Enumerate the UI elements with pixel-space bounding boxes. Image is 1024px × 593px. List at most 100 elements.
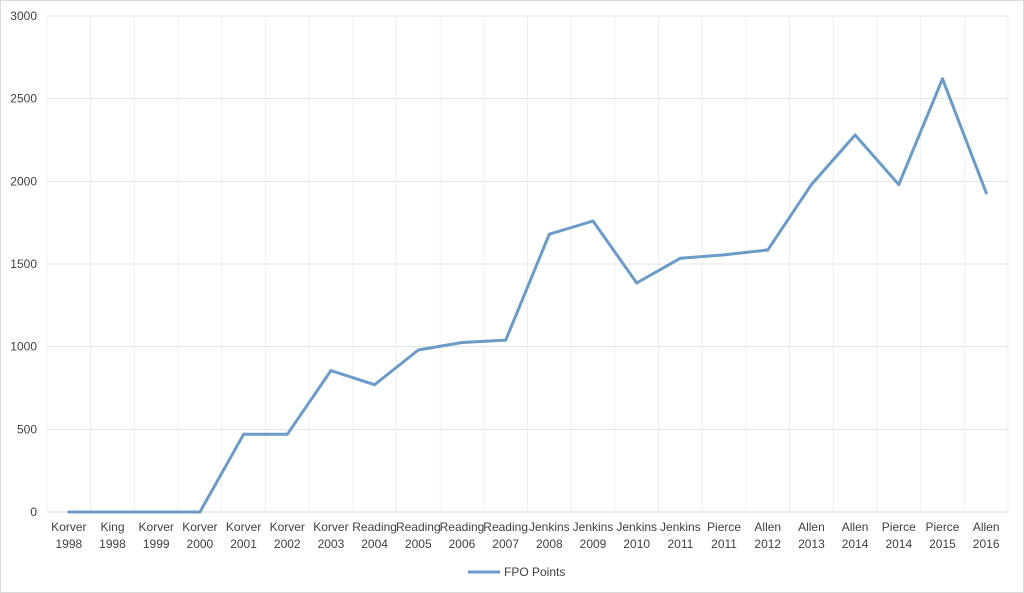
data-point — [416, 348, 420, 352]
y-tick-label: 2500 — [10, 92, 37, 106]
data-point — [285, 432, 289, 436]
y-tick-label: 2000 — [10, 174, 37, 188]
x-tick-label: Jenkins 2011 — [660, 520, 701, 551]
x-tick-label: Pierce 2014 — [882, 520, 916, 551]
x-tick-year: 2008 — [536, 537, 563, 551]
x-tick-year: 2009 — [580, 537, 607, 551]
x-tick-name: Reading — [483, 520, 528, 534]
x-tick-label: Korver 2001 — [226, 520, 261, 551]
x-tick-name: Pierce — [882, 520, 916, 534]
x-tick-label: Reading 2006 — [440, 520, 485, 551]
x-tick-year: 2013 — [798, 537, 825, 551]
legend-label-fpo-points: FPO Points — [504, 565, 565, 579]
x-tick-label: Allen 2012 — [754, 520, 781, 551]
x-tick-year: 2004 — [361, 537, 388, 551]
x-tick-year: 1998 — [99, 537, 126, 551]
x-tick-label: Jenkins 2010 — [616, 520, 657, 551]
x-tick-label: Reading 2007 — [483, 520, 528, 551]
x-tick-name: Reading — [396, 520, 441, 534]
y-tick-label: 500 — [17, 422, 37, 436]
y-tick-label: 1000 — [10, 340, 37, 354]
x-tick-name: Allen — [798, 520, 825, 534]
data-point — [678, 256, 682, 260]
x-tick-label: Jenkins 2009 — [573, 520, 614, 551]
x-tick-label: Allen 2013 — [798, 520, 825, 551]
data-point — [373, 383, 377, 387]
series-layer — [67, 77, 988, 514]
x-tick-name: Korver — [270, 520, 305, 534]
data-point — [853, 133, 857, 137]
data-point — [67, 510, 71, 514]
data-point — [809, 183, 813, 187]
legend: FPO Points — [468, 565, 565, 579]
x-tick-year: 2003 — [318, 537, 345, 551]
data-point — [504, 338, 508, 342]
x-tick-label: Jenkins 2008 — [529, 520, 570, 551]
x-tick-label: Allen 2016 — [973, 520, 1000, 551]
data-point — [635, 281, 639, 285]
gridlines — [46, 15, 1009, 513]
x-tick-name: Jenkins — [573, 520, 614, 534]
x-tick-name: Jenkins — [660, 520, 701, 534]
x-tick-year: 2005 — [405, 537, 432, 551]
x-tick-year: 2016 — [973, 537, 1000, 551]
data-point — [591, 219, 595, 223]
data-point — [242, 432, 246, 436]
x-tick-year: 1998 — [55, 537, 82, 551]
y-tick-label: 3000 — [10, 9, 37, 23]
x-tick-name: Korver — [182, 520, 217, 534]
data-point — [722, 253, 726, 257]
x-tick-name: Korver — [313, 520, 348, 534]
x-tick-year: 2011 — [667, 537, 693, 551]
x-tick-year: 2002 — [274, 537, 301, 551]
x-tick-name: King — [101, 520, 125, 534]
x-tick-name: Korver — [139, 520, 174, 534]
x-tick-year: 2006 — [449, 537, 476, 551]
x-tick-year: 2014 — [842, 537, 869, 551]
data-point — [766, 248, 770, 252]
x-tick-name: Korver — [51, 520, 86, 534]
x-tick-label: Korver 2003 — [313, 520, 348, 551]
x-tick-year: 2015 — [929, 537, 956, 551]
x-tick-year: 2001 — [230, 537, 257, 551]
x-tick-name: Reading — [440, 520, 485, 534]
x-tick-label: Reading 2005 — [396, 520, 441, 551]
data-point — [154, 510, 158, 514]
series-line-fpo-points — [67, 77, 988, 514]
data-point — [897, 183, 901, 187]
x-tick-year: 2012 — [754, 537, 781, 551]
x-tick-year: 2010 — [623, 537, 650, 551]
x-tick-name: Allen — [754, 520, 781, 534]
x-tick-name: Jenkins — [616, 520, 657, 534]
y-axis: 0 500 1000 1500 2000 2500 3000 — [10, 9, 37, 519]
x-tick-label: Reading 2004 — [352, 520, 397, 551]
y-tick-label: 0 — [30, 505, 37, 519]
x-tick-year: 2011 — [711, 537, 737, 551]
x-tick-name: Allen — [973, 520, 1000, 534]
x-tick-label: Korver 2002 — [270, 520, 305, 551]
x-tick-name: Korver — [226, 520, 261, 534]
data-point — [198, 510, 202, 514]
data-point — [984, 191, 988, 195]
x-tick-name: Pierce — [707, 520, 741, 534]
x-tick-name: Allen — [842, 520, 869, 534]
data-point — [460, 341, 464, 345]
x-tick-label: Korver 1998 — [51, 520, 86, 551]
data-point — [940, 77, 944, 81]
x-tick-year: 2007 — [492, 537, 519, 551]
data-point — [547, 232, 551, 236]
x-tick-label: Korver 2000 — [182, 520, 217, 551]
x-tick-year: 2000 — [187, 537, 214, 551]
y-tick-label: 1500 — [10, 257, 37, 271]
x-tick-year: 1999 — [143, 537, 170, 551]
x-tick-name: Pierce — [925, 520, 959, 534]
x-tick-name: Reading — [352, 520, 397, 534]
x-tick-label: Allen 2014 — [842, 520, 869, 551]
x-tick-label: King 1998 — [99, 520, 126, 551]
x-tick-label: Pierce 2011 — [707, 520, 741, 551]
x-tick-year: 2014 — [885, 537, 912, 551]
x-tick-label: Korver 1999 — [139, 520, 174, 551]
data-point — [329, 369, 333, 373]
